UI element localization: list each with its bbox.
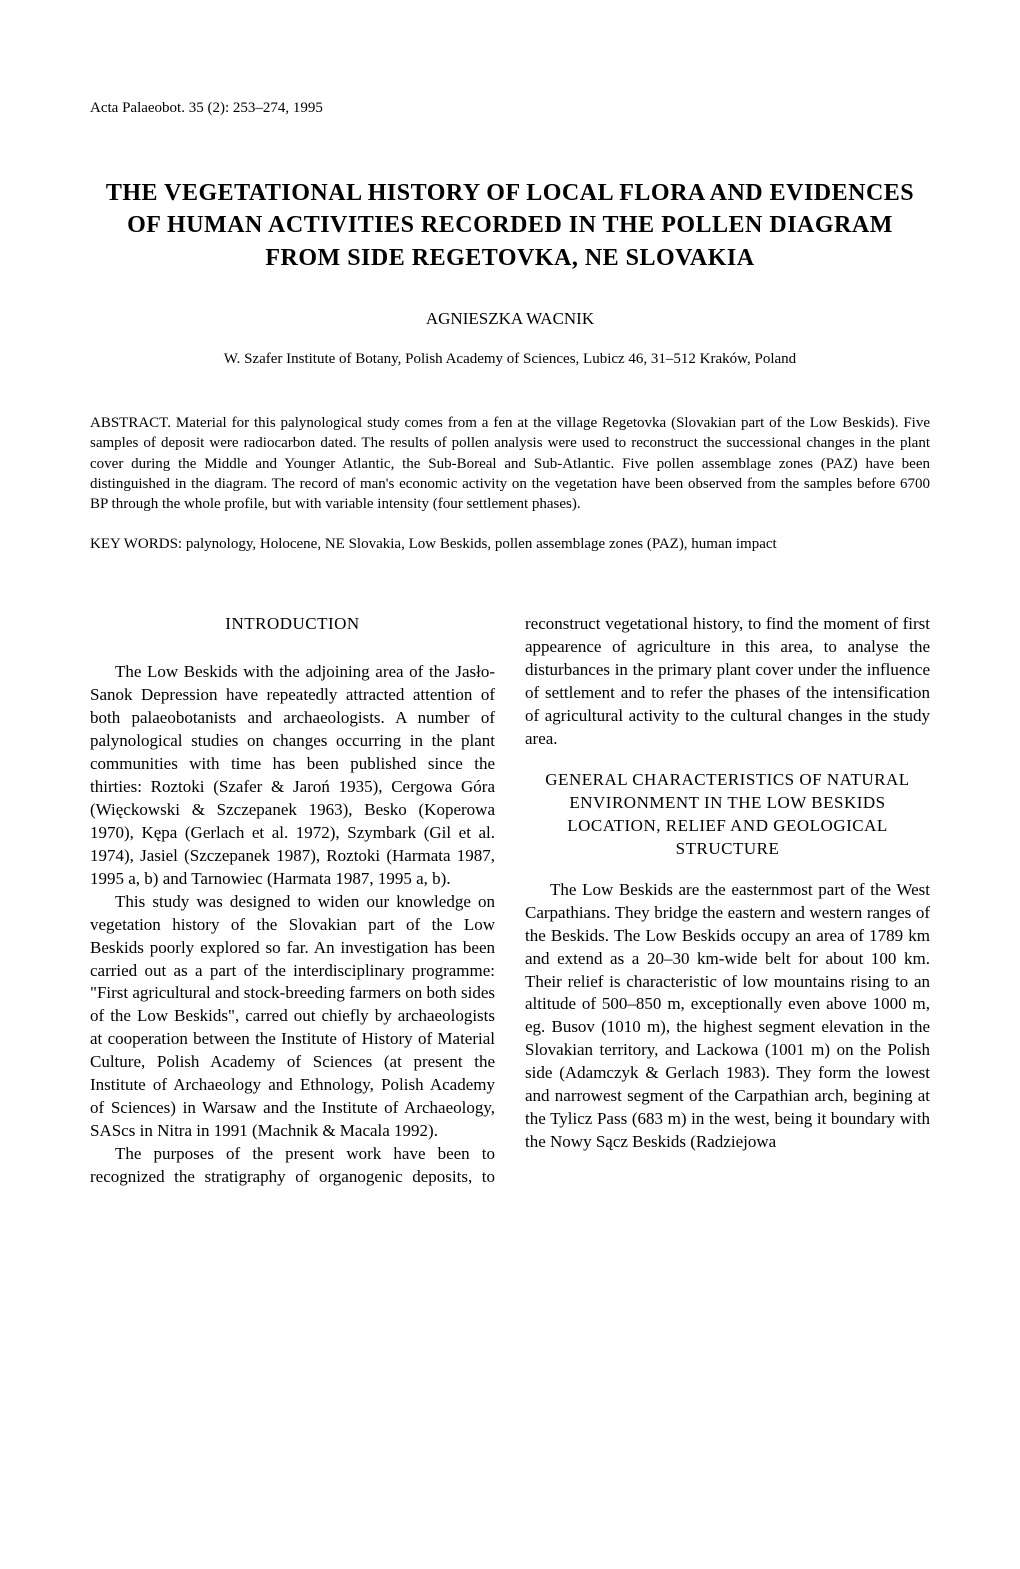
intro-paragraph-2: This study was designed to widen our kno… xyxy=(90,891,495,1143)
introduction-heading: INTRODUCTION xyxy=(225,614,359,633)
keywords-label: KEY WORDS: xyxy=(90,536,186,552)
intro-paragraph-1: The Low Beskids with the adjoining area … xyxy=(90,661,495,890)
section2-paragraph-1: The Low Beskids are the easternmost part… xyxy=(525,879,930,1154)
paper-title: THE VEGETATIONAL HISTORY OF LOCAL FLORA … xyxy=(90,177,930,274)
section2-heading: GENERAL CHARACTERISTICS OF NATURAL ENVIR… xyxy=(525,769,930,861)
journal-citation: Acta Palaeobot. 35 (2): 253–274, 1995 xyxy=(90,100,930,117)
abstract-label: ABSTRACT. xyxy=(90,415,176,431)
author-affiliation: W. Szafer Institute of Botany, Polish Ac… xyxy=(90,351,930,368)
author-name: AGNIESZKA WACNIK xyxy=(90,309,930,329)
keywords-text: palynology, Holocene, NE Slovakia, Low B… xyxy=(186,536,777,552)
keywords-block: KEY WORDS: palynology, Holocene, NE Slov… xyxy=(90,536,930,553)
body-columns: INTRODUCTION The Low Beskids with the ad… xyxy=(90,613,930,1189)
abstract-text: Material for this palynological study co… xyxy=(90,415,930,512)
abstract-block: ABSTRACT. Material for this palynologica… xyxy=(90,413,930,514)
